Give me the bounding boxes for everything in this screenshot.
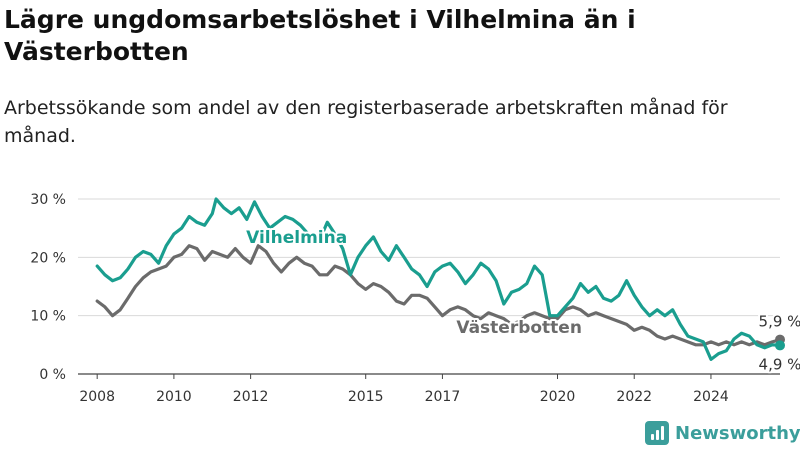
x-tick-label: 2015 <box>348 389 384 405</box>
end-value-label-vasterbotten: 5,9 % <box>759 313 800 331</box>
x-tick-label: 2022 <box>616 389 652 405</box>
end-point-vilhelmina <box>775 340 785 351</box>
y-tick-label: 0 % <box>39 367 66 383</box>
y-tick-label: 20 % <box>30 250 66 266</box>
end-value-halo: 5,9 % <box>759 313 800 331</box>
series-name-halo: Västerbotten <box>456 318 582 338</box>
x-tick-label: 2020 <box>540 389 576 405</box>
x-tick-label: 2010 <box>156 389 192 405</box>
series-line-vasterbotten <box>95 244 782 347</box>
x-tick-label: 2024 <box>693 389 729 405</box>
brand-name: Newsworthy <box>675 422 800 444</box>
series-line-vilhelmina <box>95 197 782 361</box>
labels-layer: VilhelminaVilhelminaVästerbottenVästerbo… <box>244 226 800 376</box>
series-name-vilhelmina: Vilhelmina <box>246 228 347 248</box>
y-tick-label: 30 % <box>30 192 66 208</box>
chart-subtitle: Arbetssökande som andel av den registerb… <box>4 97 728 147</box>
series-layer <box>95 197 785 361</box>
x-tick-label: 2017 <box>425 389 461 405</box>
end-value-halo: 4,9 % <box>759 355 800 373</box>
y-tick-label: 10 % <box>30 309 66 325</box>
series-name-vasterbotten: Västerbotten <box>456 318 582 338</box>
x-tick-label: 2012 <box>233 389 269 405</box>
brand-logo[interactable]: Newsworthy <box>645 420 800 446</box>
x-tick-label: 2008 <box>79 389 115 405</box>
series-name-halo: Vilhelmina <box>246 228 347 248</box>
y-axis: 0 % 10 % 20 % 30 % <box>30 192 66 383</box>
chart-title: Lägre ungdomsarbetslöshet i Vilhelmina ä… <box>4 5 636 66</box>
end-value-label-vilhelmina: 4,9 % <box>759 355 800 373</box>
newsworthy-logo-icon <box>645 421 669 445</box>
x-axis: 2008 2010 2012 2015 2017 2020 2022 2024 <box>79 374 729 405</box>
